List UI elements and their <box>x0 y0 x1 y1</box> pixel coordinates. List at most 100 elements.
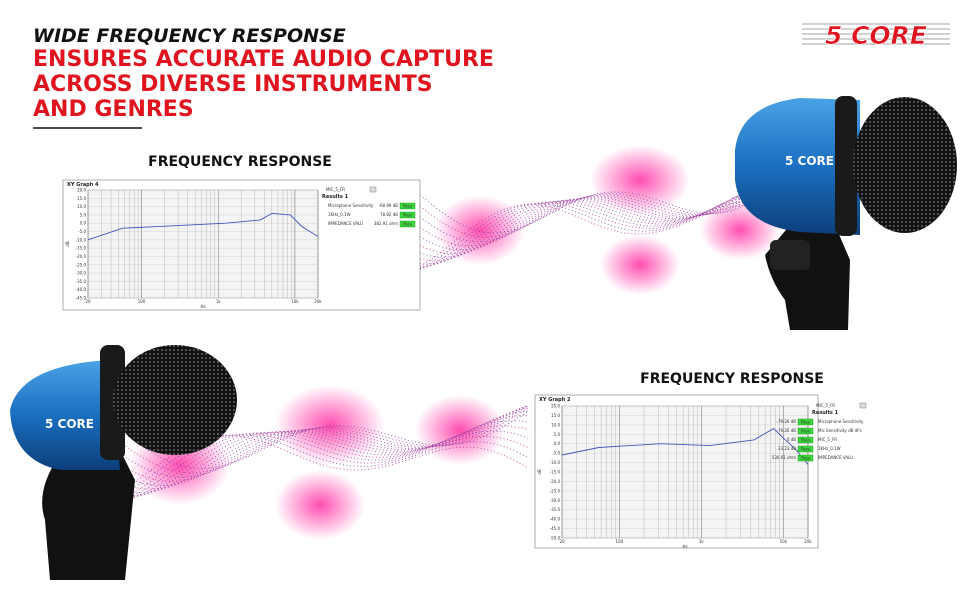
y-tick-label: -30.0 <box>76 271 87 276</box>
y-tick-label: -45.0 <box>76 296 87 301</box>
y-axis-label: dB <box>537 469 542 475</box>
y-tick-label: -40.0 <box>76 287 87 292</box>
wave-strand <box>119 435 529 493</box>
x-axis-label: Hz <box>682 544 687 549</box>
wave-strand <box>119 433 529 500</box>
results-title: Results 1 <box>322 194 349 200</box>
headline: ENSURES ACCURATE AUDIO CAPTURE <box>33 47 494 72</box>
y-tick-label: 15.0 <box>551 413 560 418</box>
pass-text: Pass <box>403 204 412 209</box>
pass-badge <box>797 418 814 426</box>
result-name: Microphone Sensitivity <box>818 419 864 424</box>
x-tick-label: 1k <box>216 299 222 304</box>
x-tick-label: 20k <box>804 539 812 544</box>
result-value: 0 dB <box>787 437 796 442</box>
y-tick-label: 0.0 <box>554 441 561 446</box>
y-axis-label: dB <box>65 241 70 247</box>
pass-badge <box>399 220 416 228</box>
y-tick-label: -30.0 <box>550 498 561 503</box>
pass-badge <box>399 211 416 219</box>
wave-strand <box>419 180 781 265</box>
mic-left: 5 CORE <box>10 345 237 580</box>
tagline: WIDE FREQUENCY RESPONSE <box>33 25 346 47</box>
x-tick-label: 10k <box>780 539 788 544</box>
result-name: MIC_5_FR <box>818 437 837 442</box>
headline: ACROSS DIVERSE INSTRUMENTS <box>33 72 433 97</box>
x-tick-label: 20k <box>314 299 322 304</box>
y-tick-label: -5.0 <box>78 229 86 234</box>
y-tick-label: 10.0 <box>77 204 86 209</box>
graph-title: XY Graph 4 <box>67 182 99 188</box>
result-value: 78.82 dB <box>380 212 398 217</box>
pass-text: Pass <box>801 456 810 461</box>
mic-logo: 5 CORE <box>785 154 834 168</box>
y-tick-label: 5.0 <box>80 212 87 217</box>
response-curve <box>561 428 809 465</box>
wave-strand <box>119 405 529 486</box>
wave-strand <box>419 203 781 267</box>
y-tick-label: -35.0 <box>76 279 87 284</box>
y-tick-label: -5.0 <box>552 451 560 456</box>
x-tick-label: 1k <box>699 539 705 544</box>
headline: AND GENRES <box>33 97 194 122</box>
result-value: 33.23 dB <box>778 446 796 451</box>
results-title: Results 1 <box>812 410 839 416</box>
wave-strand <box>419 178 781 243</box>
pass-text: Pass <box>801 420 810 425</box>
wave-strand <box>419 190 781 270</box>
panel-heading: FREQUENCY RESPONSE <box>640 371 824 387</box>
mic-logo: 5 CORE <box>45 417 94 431</box>
pass-badge <box>797 427 814 435</box>
x-tick-label: 10k <box>291 299 299 304</box>
logo: 5 CORE <box>802 21 950 50</box>
wave-strand <box>419 184 781 234</box>
graph-icon <box>369 186 377 193</box>
wave-strand <box>119 408 529 474</box>
wave-strand <box>419 177 781 262</box>
plot-area <box>87 189 319 299</box>
wave-strand <box>119 415 529 497</box>
x-axis-label: Hz <box>200 304 205 309</box>
x-tick-label: 100 <box>615 539 623 544</box>
logo-text: 5 CORE <box>825 21 927 50</box>
pass-badge <box>399 202 416 210</box>
result-name: 1KHz_0.1W <box>818 446 841 451</box>
y-tick-label: -25.0 <box>550 488 561 493</box>
result-name: Microphone Sensitivity <box>328 203 374 208</box>
pass-text: Pass <box>801 429 810 434</box>
y-tick-label: 20.0 <box>551 404 560 409</box>
result-value: -79.26 dB <box>777 428 797 433</box>
y-tick-label: 0.0 <box>80 221 87 226</box>
wave-strand <box>119 404 529 482</box>
pass-text: Pass <box>801 447 810 452</box>
x-tick-label: 100 <box>138 299 146 304</box>
y-tick-label: -35.0 <box>550 507 561 512</box>
pass-text: Pass <box>403 213 412 218</box>
wave-strand <box>419 185 780 268</box>
mic-right: 5 CORE <box>735 96 957 330</box>
y-tick-label: -15.0 <box>550 470 561 475</box>
wave-strand <box>119 407 529 490</box>
result-name: IMPEDANCE VALU <box>818 455 853 460</box>
wave-strand <box>119 411 529 469</box>
result-name: IMPEDANCE VALU <box>328 221 363 226</box>
x-tick-label: 20 <box>559 539 565 544</box>
graph-name: MIC_5_FR <box>816 403 835 408</box>
y-tick-label: 20.0 <box>77 188 86 193</box>
y-tick-label: -20.0 <box>550 479 561 484</box>
y-tick-label: -15.0 <box>76 246 87 251</box>
result-name: 1KHz_0.1W <box>328 212 351 217</box>
result-value: -68.99 dB <box>379 203 399 208</box>
wave-strand <box>419 174 781 255</box>
y-tick-label: -10.0 <box>550 460 561 465</box>
pass-badge <box>797 445 814 453</box>
y-tick-label: 15.0 <box>77 196 86 201</box>
pass-text: Pass <box>801 438 810 443</box>
y-tick-label: -40.0 <box>550 517 561 522</box>
wave-strand <box>419 175 781 258</box>
pass-badge <box>797 436 814 444</box>
y-tick-label: 5.0 <box>554 432 561 437</box>
result-value: -79.26 dB <box>777 419 797 424</box>
y-tick-label: -25.0 <box>76 262 87 267</box>
